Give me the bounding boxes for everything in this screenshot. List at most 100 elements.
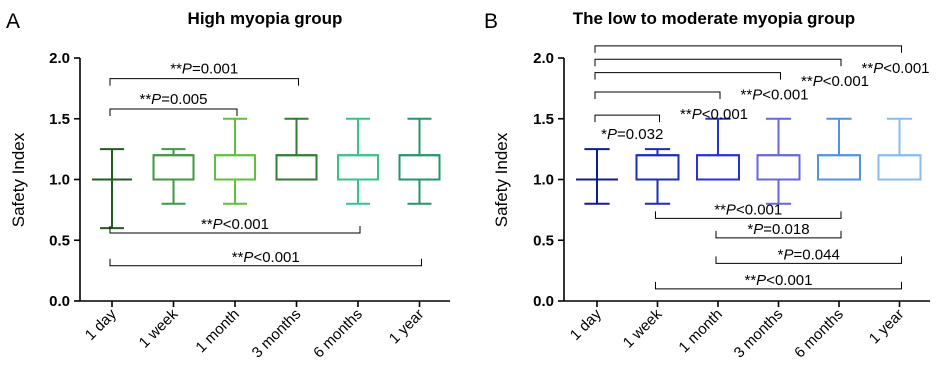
panel-b-significance-8: *P=0.044 [715,246,902,264]
panel-a-annotations: **P=0.001**P=0.005**P<0.001**P<0.001 [109,61,422,267]
significance-stars: * [778,246,784,263]
p-relation: < [762,87,771,104]
significance-bracket [109,78,299,86]
panel-b-box-5 [817,117,861,181]
p-value: 0.001 [710,106,748,123]
panel-b: B The low to moderate myopia group Safet… [484,9,930,361]
panel-a-box-5 [337,117,379,205]
panel-a-y-tick-label: 1.0 [49,172,70,189]
panel-b-significance-5: *P=0.032 [594,114,663,143]
p-symbol: P [692,106,702,123]
significance-bracket [594,91,721,100]
p-symbol: P [753,221,763,238]
p-relation: < [702,106,711,123]
p-value: 0.001 [231,216,269,233]
panel-a-y-tick-label: 1.5 [49,111,70,128]
panel-b-significance-6: **P<0.001 [655,201,842,219]
significance-label: *P=0.018 [747,221,809,238]
p-relation: < [253,249,262,266]
panel-a-y-axis-title: Safety Index [9,132,28,227]
significance-label: **P<0.001 [862,60,930,77]
significance-label: **P<0.001 [201,216,269,233]
panel-b-significance-9: **P<0.001 [655,272,902,290]
panel-b-significance-4: **P<0.001 [594,91,748,123]
interquartile-box [877,154,922,181]
panel-a-y-ticks: 0.0 0.5 1.0 1.5 2.0 [49,50,80,310]
panel-b-box-2 [635,148,680,205]
significance-label: **P<0.001 [232,249,300,266]
p-value: 0.001 [201,61,239,78]
significance-stars: ** [741,87,753,104]
panel-b-x-tick-label: 1 day [567,305,605,343]
p-value: 0.001 [745,201,783,218]
significance-stars: * [747,221,753,238]
panel-a-title: High myopia group [188,9,343,28]
p-relation: = [794,246,803,263]
p-value: 0.001 [831,73,869,90]
panel-a-y-tick-label: 0.0 [49,293,70,310]
p-symbol: P [756,272,766,289]
significance-bracket [109,225,361,234]
significance-label: *P=0.032 [601,126,663,143]
panel-a-significance-2: **P=0.005 [109,91,238,117]
significance-stars: ** [201,216,213,233]
p-value: 0.044 [802,246,840,263]
panel-b-boxes [576,117,922,205]
panel-letter-a: A [6,10,20,33]
panel-b-box-3 [696,117,740,181]
significance-bracket [655,281,902,290]
significance-bracket [594,72,781,80]
interquartile-box [275,154,318,181]
panel-letter-b: B [484,10,498,33]
significance-label: **P=0.005 [139,91,207,108]
significance-stars: ** [139,91,151,108]
panel-b-y-tick-label: 0.0 [533,293,554,310]
panel-b-annotations: **P<0.001**P<0.001**P<0.001**P<0.001*P=0… [594,45,930,290]
p-symbol: P [784,246,794,263]
significance-label: **P=0.001 [170,61,238,78]
panel-a-y-tick-label: 0.5 [49,232,70,249]
panel-b-y-tick-label: 2.0 [533,50,554,67]
interquartile-box [756,154,801,181]
p-symbol: P [726,201,736,218]
panel-a-significance-1: **P=0.001 [109,61,299,86]
p-relation: = [763,221,772,238]
p-relation: < [883,60,892,77]
p-value: 0.001 [771,87,809,104]
significance-stars: ** [744,272,756,289]
p-symbol: P [243,249,253,266]
interquartile-box [152,154,195,181]
significance-bracket [655,211,842,219]
panel-a-box-1 [92,148,132,230]
panel-a-boxes [92,117,441,230]
panel-a-box-4 [275,117,318,181]
panel-a-x-tick-label: 6 months [310,306,366,362]
interquartile-box [635,154,680,181]
p-relation: < [823,73,832,90]
panel-b-box-6 [877,117,922,181]
significance-label: **P<0.001 [744,272,812,289]
interquartile-box [696,154,740,181]
significance-bracket [594,45,902,53]
p-value: 0.001 [262,249,300,266]
panel-b-x-tick-label: 3 months [731,306,787,362]
significance-label: **P<0.001 [741,87,809,104]
significance-bracket [594,114,660,123]
p-relation: < [223,216,232,233]
p-relation: < [766,272,775,289]
p-relation: = [161,91,170,108]
panel-b-y-tick-label: 0.5 [533,232,554,249]
panel-a-x-tick-label: 1 week [136,305,182,351]
significance-bracket [109,258,422,267]
p-symbol: P [213,216,223,233]
panel-b-y-tick-label: 1.0 [533,172,554,189]
p-relation: < [736,201,745,218]
panel-a-x-tick-label: 1 year [386,306,428,348]
panel-a-box-6 [398,117,441,205]
panel-b-significance-3: **P<0.001 [594,72,809,104]
significance-bracket [715,230,842,239]
panel-a-x-tick-label: 3 months [249,306,305,362]
panel-b-x-ticks: 1 day 1 week 1 month 3 months 6 months 1 year [567,301,907,361]
significance-stars: * [601,126,607,143]
